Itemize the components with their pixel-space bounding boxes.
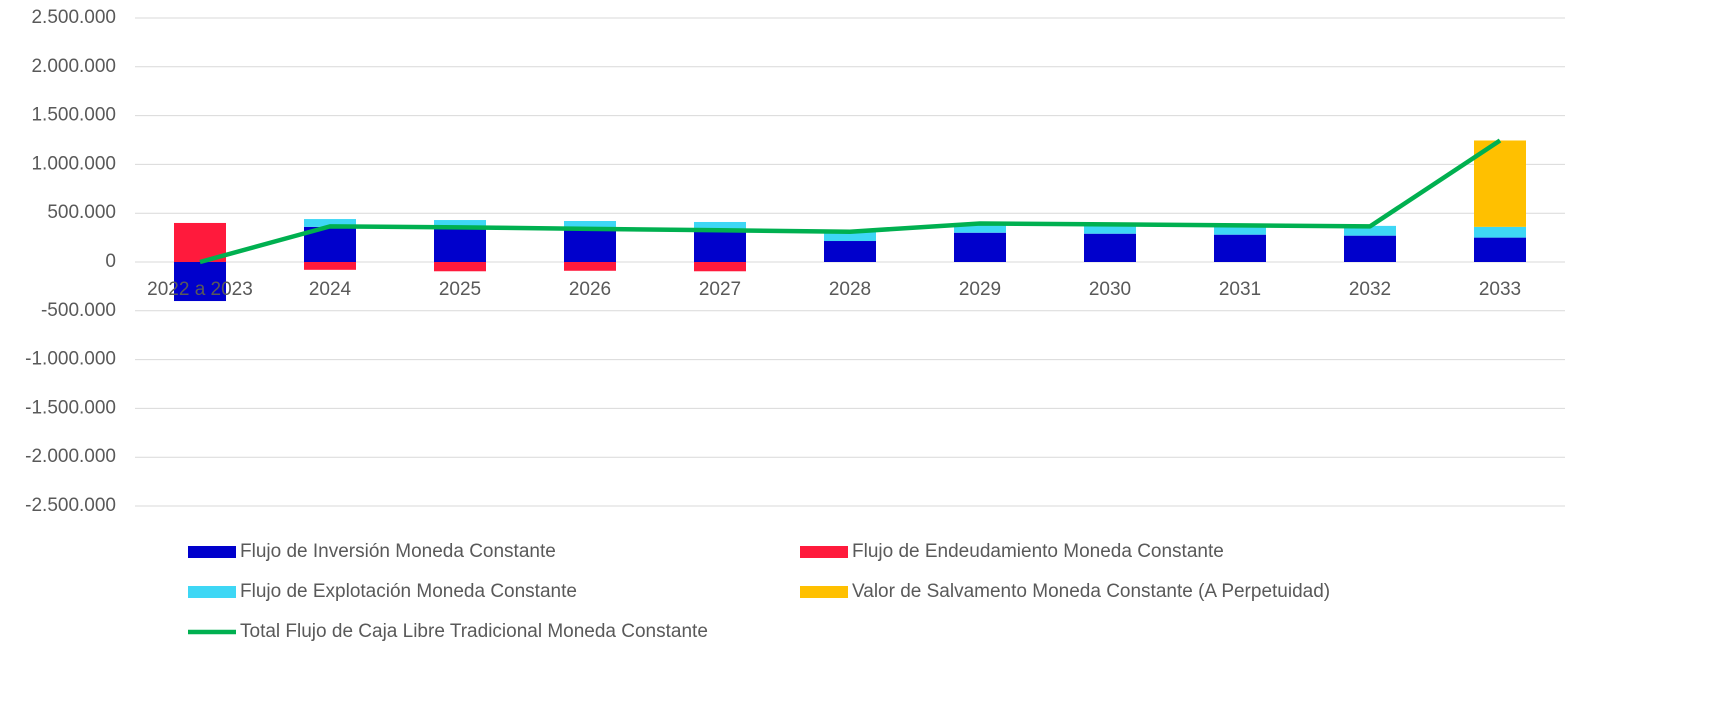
legend-label: Total Flujo de Caja Libre Tradicional Mo… — [240, 621, 708, 642]
legend-label: Flujo de Endeudamiento Moneda Constante — [852, 541, 1224, 562]
bar — [304, 262, 356, 270]
bar — [1474, 226, 1526, 238]
x-tick-label: 2030 — [1089, 279, 1131, 300]
y-tick-label: -2.500.000 — [25, 495, 116, 516]
bar — [824, 241, 876, 262]
legend-swatch — [188, 586, 236, 598]
bar — [174, 262, 226, 302]
x-tick-label: 2028 — [829, 279, 871, 300]
bar — [1084, 223, 1136, 234]
bar — [304, 219, 356, 227]
bar — [434, 227, 486, 262]
legend-swatch — [800, 586, 848, 598]
bar — [434, 262, 486, 272]
bar — [694, 221, 746, 230]
bar — [694, 262, 746, 272]
line — [199, 138, 1502, 265]
bar — [954, 232, 1006, 262]
x-tick-label: 2027 — [699, 279, 741, 300]
bar — [954, 222, 1006, 233]
y-tick-label: 1.000.000 — [31, 153, 116, 174]
y-tick-label: -500.000 — [41, 300, 116, 321]
bar — [694, 229, 746, 262]
x-tick-label: 2025 — [439, 279, 481, 300]
y-tick-label: 0 — [105, 251, 116, 272]
legend-swatch — [800, 546, 848, 558]
bar — [1214, 234, 1266, 262]
bar — [1214, 225, 1266, 235]
legend-label: Flujo de Inversión Moneda Constante — [240, 541, 556, 562]
x-tick-label: 2033 — [1479, 279, 1521, 300]
bar — [1084, 233, 1136, 262]
x-tick-label: 2032 — [1349, 279, 1391, 300]
y-tick-label: 1.500.000 — [31, 105, 116, 126]
bar — [1344, 225, 1396, 236]
y-tick-label: -1.000.000 — [25, 349, 116, 370]
x-tick-label: 2024 — [309, 279, 352, 300]
y-tick-label: -1.500.000 — [25, 397, 116, 418]
bar — [434, 220, 486, 228]
bar — [1474, 140, 1526, 227]
bar — [564, 262, 616, 271]
legend-label: Flujo de Explotación Moneda Constante — [240, 581, 577, 602]
legend-swatch — [188, 546, 236, 558]
bar — [564, 221, 616, 229]
x-tick-label: 2029 — [959, 279, 1001, 300]
x-tick-label: 2022 a 2023 — [147, 279, 253, 300]
y-tick-label: -2.000.000 — [25, 446, 116, 467]
y-tick-label: 500.000 — [47, 202, 116, 223]
bar — [564, 228, 616, 262]
x-tick-label: 2031 — [1219, 279, 1261, 300]
y-tick-label: 2.000.000 — [31, 56, 116, 77]
y-tick-label: 2.500.000 — [31, 7, 116, 28]
legend-label: Valor de Salvamento Moneda Constante (A … — [852, 581, 1330, 602]
bar — [824, 231, 876, 242]
bar — [1474, 237, 1526, 262]
x-tick-label: 2026 — [569, 279, 611, 300]
bar — [1344, 235, 1396, 262]
